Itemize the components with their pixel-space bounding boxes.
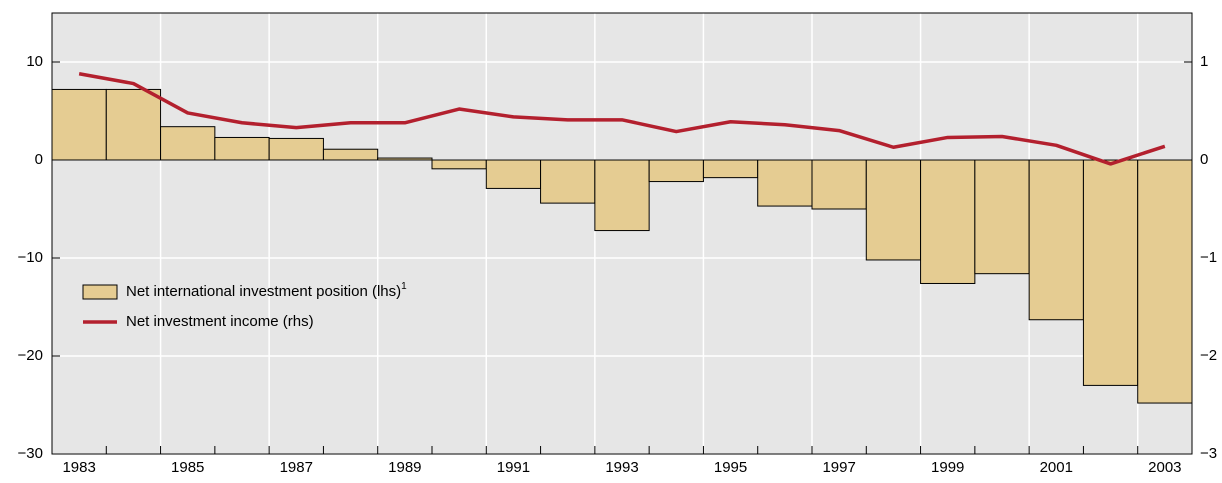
bar: [702, 159, 759, 179]
bar: [920, 159, 976, 284]
bar: [811, 159, 867, 210]
bar: [865, 159, 922, 261]
x-tick-label: 1991: [497, 459, 530, 476]
x-tick-label: 1995: [714, 459, 747, 476]
bar: [51, 88, 107, 161]
bar: [377, 157, 433, 161]
y-tick-label: −20: [18, 347, 43, 364]
bar: [431, 159, 487, 170]
y-tick-label: 0: [35, 151, 43, 168]
legend-label: Net international investment position (l…: [126, 283, 401, 300]
x-tick-label: 1983: [62, 459, 95, 476]
bar: [105, 88, 162, 161]
y2-tick-label: −1: [1200, 249, 1217, 266]
y2-tick-label: 0: [1200, 151, 1208, 168]
bar: [974, 159, 1030, 275]
y2-tick-label: −2: [1200, 347, 1217, 364]
bar: [1028, 159, 1084, 321]
bar: [1082, 159, 1139, 386]
bar: [268, 137, 324, 161]
bar: [322, 148, 379, 161]
x-tick-label: 1985: [171, 459, 204, 476]
bar: [160, 126, 216, 161]
x-tick-label: 2003: [1148, 459, 1181, 476]
plot-frame: [51, 12, 1193, 455]
x-tick-label: 2001: [1040, 459, 1073, 476]
bar: [594, 159, 650, 232]
bar: [757, 159, 813, 207]
x-tick-label: 1993: [605, 459, 638, 476]
x-tick-label: 1987: [280, 459, 313, 476]
bar: [1137, 159, 1193, 404]
legend-footnote: 1: [401, 281, 407, 292]
y2-tick-label: 1: [1200, 53, 1208, 70]
bar: [540, 159, 596, 204]
bar: [648, 159, 704, 183]
legend-entry: Net investment income (rhs): [126, 313, 314, 330]
x-tick-label: 1989: [388, 459, 421, 476]
legend-swatch: [82, 284, 118, 300]
x-tick-label: 1999: [931, 459, 964, 476]
y-tick-label: 10: [26, 53, 43, 70]
x-tick-label: 1997: [822, 459, 855, 476]
y-tick-label: −30: [18, 445, 43, 462]
y2-tick-label: −3: [1200, 445, 1217, 462]
bar: [485, 159, 542, 189]
bar: [214, 136, 270, 161]
legend-entry: Net international investment position (l…: [126, 281, 407, 300]
y-tick-label: −10: [18, 249, 43, 266]
legend-label: Net investment income (rhs): [126, 313, 314, 330]
line: [78, 72, 1166, 166]
